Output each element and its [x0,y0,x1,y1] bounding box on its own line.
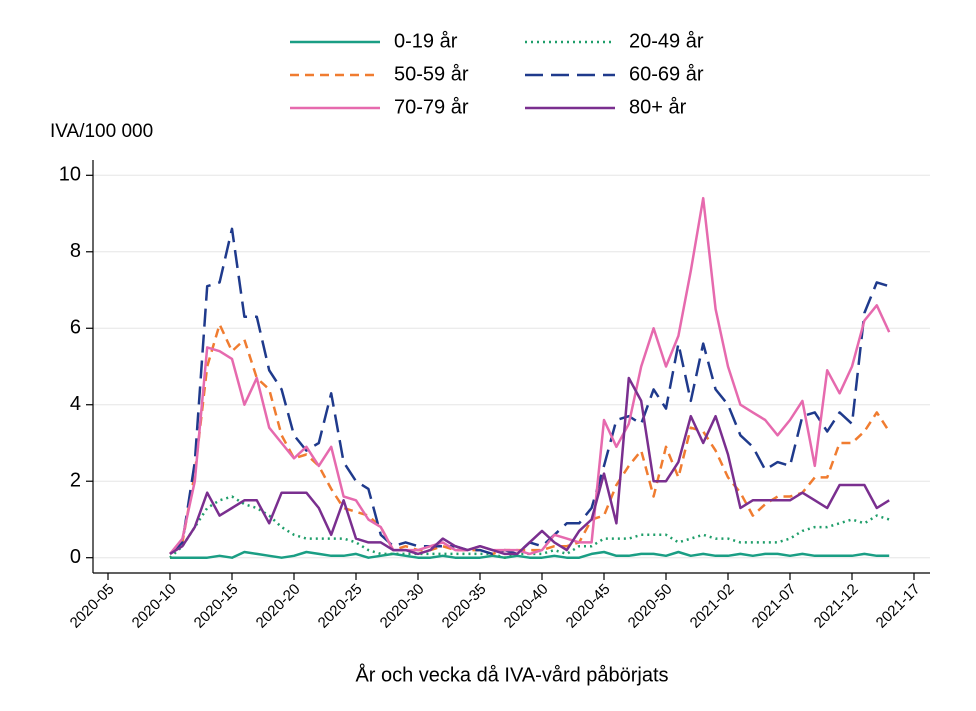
y-tick-label: 0 [70,546,81,568]
legend-label: 70-79 år [394,96,469,118]
y-tick-label: 8 [70,240,81,262]
legend-label: 80+ år [629,96,687,118]
series-line [169,323,891,556]
y-tick-label: 6 [70,317,81,339]
y-tick-label: 4 [70,393,81,415]
legend-label: 20-49 år [629,30,704,52]
x-axis-label: År och vecka då IVA-vård påbörjats [355,663,668,686]
series-line [169,376,890,556]
y-tick-label: 2 [70,470,81,492]
y-tick-label: 10 [59,164,81,186]
series-line [169,495,890,559]
y-axis-label: IVA/100 000 [50,121,153,142]
series-line [170,550,890,559]
legend-label: 0-19 år [394,30,458,52]
legend-label: 60-69 år [629,63,704,85]
series-line [169,196,891,556]
legend-label: 50-59 år [394,63,469,85]
